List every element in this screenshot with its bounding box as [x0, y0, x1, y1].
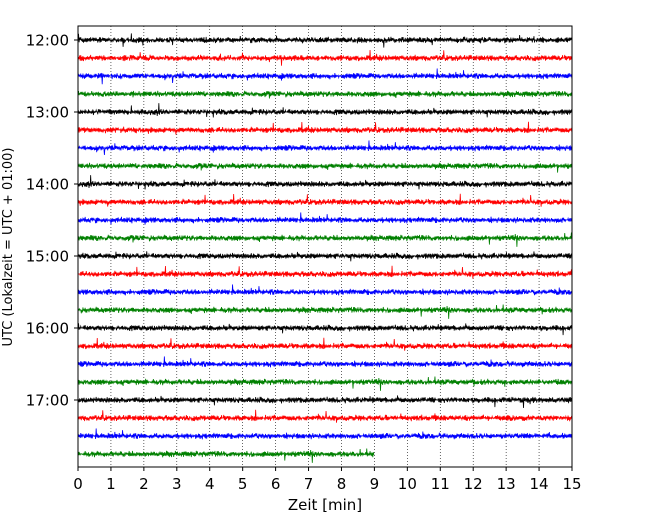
x-tick-label: 7 [304, 475, 314, 493]
trace-line [77, 212, 573, 225]
x-tick-label: 15 [562, 475, 581, 493]
trace-line [77, 409, 573, 423]
y-tick-label: 16:00 [26, 320, 69, 338]
trace-line [77, 323, 573, 336]
trace-line [77, 33, 573, 48]
y-tick-label: 13:00 [26, 104, 69, 122]
plot-frame [77, 25, 573, 468]
y-tick-label: 17:00 [26, 392, 69, 410]
x-axis-label: Zeit [min] [288, 496, 362, 514]
trace-line [77, 428, 573, 440]
x-tick-label: 8 [337, 475, 347, 493]
trace-line [77, 193, 573, 207]
y-tick-label: 14:00 [26, 176, 69, 194]
x-tick-label: 1 [106, 475, 116, 493]
x-axis: 0 1 2 3 4 5 6 7 8 9 10 11 12 13 14 15 [73, 467, 582, 493]
trace-line [77, 448, 375, 463]
trace-line [77, 284, 573, 296]
trace-line [77, 140, 573, 156]
x-tick-label: 0 [73, 475, 83, 493]
x-tick-label: 4 [205, 475, 215, 493]
trace-line [77, 90, 573, 99]
trace-line [77, 356, 573, 368]
y-tick-label: 12:00 [26, 32, 69, 50]
x-tick-label: 5 [238, 475, 248, 493]
trace-line [77, 103, 573, 118]
trace-line [77, 175, 573, 190]
x-tick-label: 12 [464, 475, 483, 493]
trace-line [77, 68, 573, 85]
trace-line [77, 49, 573, 66]
y-tick-label: 15:00 [26, 248, 69, 266]
trace-line [77, 304, 573, 319]
x-tick-label: 3 [172, 475, 182, 493]
trace-line [77, 395, 573, 409]
trace-line [77, 376, 573, 391]
trace-line [77, 337, 573, 351]
x-tick-label: 11 [431, 475, 450, 493]
trace-line [77, 232, 573, 247]
x-tick-label: 10 [398, 475, 417, 493]
trace-line [77, 162, 573, 173]
trace-line [77, 121, 573, 135]
trace-line [77, 265, 573, 279]
traces [77, 33, 573, 463]
x-tick-label: 6 [271, 475, 281, 493]
y-axis: 12:00 13:00 14:00 15:00 16:00 17:00 [26, 32, 78, 410]
y-axis-label: UTC (Lokalzeit = UTC + 01:00) [1, 148, 16, 347]
x-tick-label: 9 [370, 475, 380, 493]
x-tick-label: 14 [530, 475, 549, 493]
x-tick-label: 13 [497, 475, 516, 493]
trace-line [77, 251, 573, 262]
x-tick-label: 2 [139, 475, 149, 493]
